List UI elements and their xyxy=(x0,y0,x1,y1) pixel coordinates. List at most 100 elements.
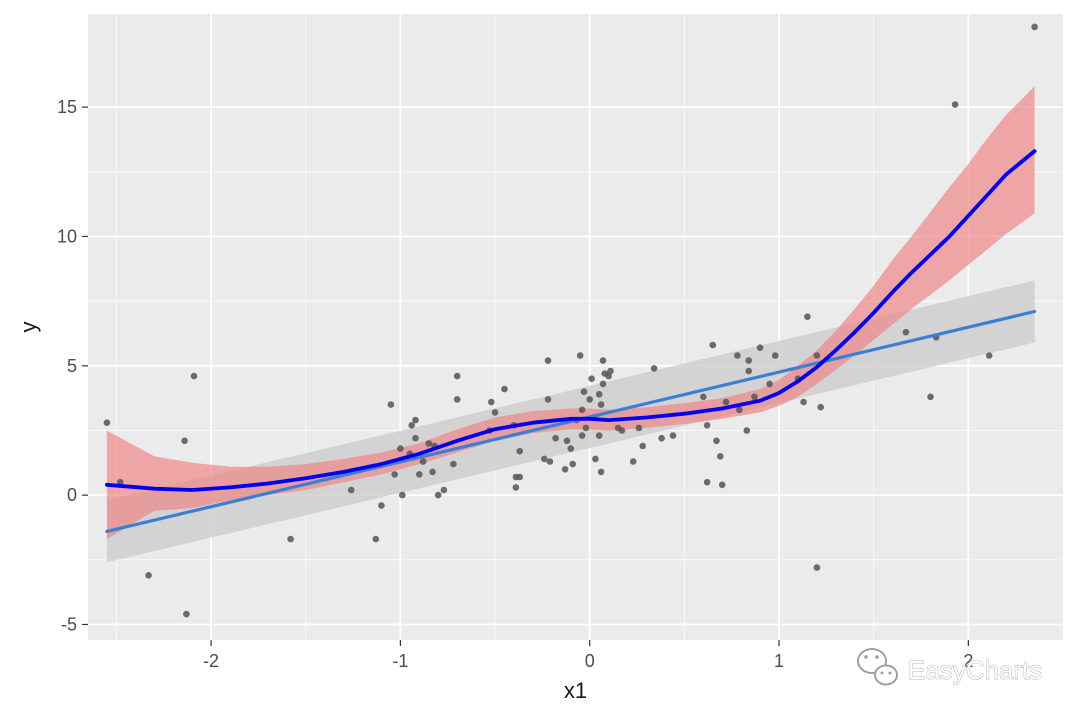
data-point xyxy=(751,393,758,401)
y-tick-label: 10 xyxy=(57,226,77,246)
data-point xyxy=(434,491,442,499)
data-point xyxy=(145,572,152,579)
data-point xyxy=(580,388,588,396)
data-point xyxy=(586,396,593,403)
x-axis-title: x1 xyxy=(564,678,587,703)
data-point xyxy=(429,468,436,476)
data-point xyxy=(1031,23,1038,31)
data-point xyxy=(607,367,614,375)
data-point xyxy=(561,466,569,473)
data-point xyxy=(391,471,399,478)
data-point xyxy=(544,357,552,364)
y-tick-label: 5 xyxy=(67,356,77,376)
data-point xyxy=(902,328,910,336)
data-point xyxy=(700,393,707,401)
fit-lines xyxy=(105,149,1037,533)
data-point xyxy=(416,471,423,478)
data-point xyxy=(703,478,711,486)
data-point xyxy=(412,434,419,442)
data-point xyxy=(541,455,548,463)
data-point xyxy=(378,502,385,509)
data-point xyxy=(399,491,406,499)
data-point xyxy=(951,101,959,108)
x-tick-label: 1 xyxy=(774,651,784,671)
data-point xyxy=(817,403,824,411)
data-point xyxy=(578,406,586,414)
data-point xyxy=(813,564,821,571)
data-point xyxy=(552,434,559,442)
data-point xyxy=(629,458,637,465)
data-point xyxy=(800,398,807,406)
y-tick-label: 0 xyxy=(67,485,77,505)
data-point xyxy=(635,424,643,432)
watermark-text: EasyCharts xyxy=(908,655,1042,685)
data-point xyxy=(516,473,523,481)
data-point xyxy=(544,396,552,403)
data-point xyxy=(592,455,599,463)
data-point xyxy=(440,486,448,494)
y-axis: -5 0 5 10 15 xyxy=(57,97,88,634)
smooth-fit-confidence-band xyxy=(106,86,1035,540)
data-point xyxy=(569,460,576,468)
data-point xyxy=(927,393,934,401)
data-point xyxy=(722,398,730,406)
data-point xyxy=(743,427,751,434)
x-axis: -2 -1 0 1 2 xyxy=(203,640,973,671)
data-point xyxy=(599,380,607,388)
data-point xyxy=(501,385,508,393)
data-point xyxy=(669,432,677,439)
data-point xyxy=(985,352,993,359)
data-point xyxy=(718,481,726,489)
data-point xyxy=(605,372,612,380)
data-point xyxy=(745,367,752,375)
data-point xyxy=(387,401,395,408)
x-tick-label: 2 xyxy=(963,651,973,671)
data-point xyxy=(397,445,404,452)
data-point xyxy=(595,391,603,398)
minor-gridlines xyxy=(88,14,1063,640)
data-point xyxy=(419,458,427,465)
data-point xyxy=(618,427,626,434)
data-point xyxy=(450,460,457,468)
data-point xyxy=(347,486,355,494)
data-point xyxy=(595,432,603,439)
data-point xyxy=(639,442,646,450)
data-point xyxy=(713,437,720,445)
smooth-fit-line xyxy=(105,149,1037,492)
data-point xyxy=(745,357,752,364)
data-point xyxy=(804,313,811,321)
data-point xyxy=(453,372,461,380)
data-point xyxy=(425,440,433,447)
y-axis-title: y xyxy=(16,322,41,333)
linear-fit-line xyxy=(105,309,1037,533)
data-point xyxy=(287,535,294,543)
data-point xyxy=(516,447,523,455)
data-point xyxy=(717,453,724,460)
data-point xyxy=(183,610,190,618)
data-point xyxy=(103,419,111,427)
data-point xyxy=(582,424,590,432)
data-point xyxy=(650,365,658,372)
data-point xyxy=(734,352,741,359)
data-point xyxy=(813,352,821,359)
data-point xyxy=(116,478,124,486)
data-point xyxy=(372,535,380,543)
x-tick-label: -1 xyxy=(392,651,408,671)
data-point xyxy=(756,344,764,352)
data-point xyxy=(567,445,575,452)
data-point xyxy=(563,437,571,445)
data-point xyxy=(488,398,495,406)
data-point xyxy=(576,352,584,359)
data-point xyxy=(703,422,711,429)
data-point xyxy=(512,484,520,491)
data-point xyxy=(491,409,499,416)
data-point xyxy=(190,372,198,380)
data-point xyxy=(588,375,595,383)
data-point xyxy=(597,468,605,476)
x-tick-label: -2 xyxy=(203,651,219,671)
data-point xyxy=(453,396,461,403)
data-point xyxy=(766,380,773,388)
x-tick-label: 0 xyxy=(585,651,595,671)
data-point xyxy=(658,434,665,442)
